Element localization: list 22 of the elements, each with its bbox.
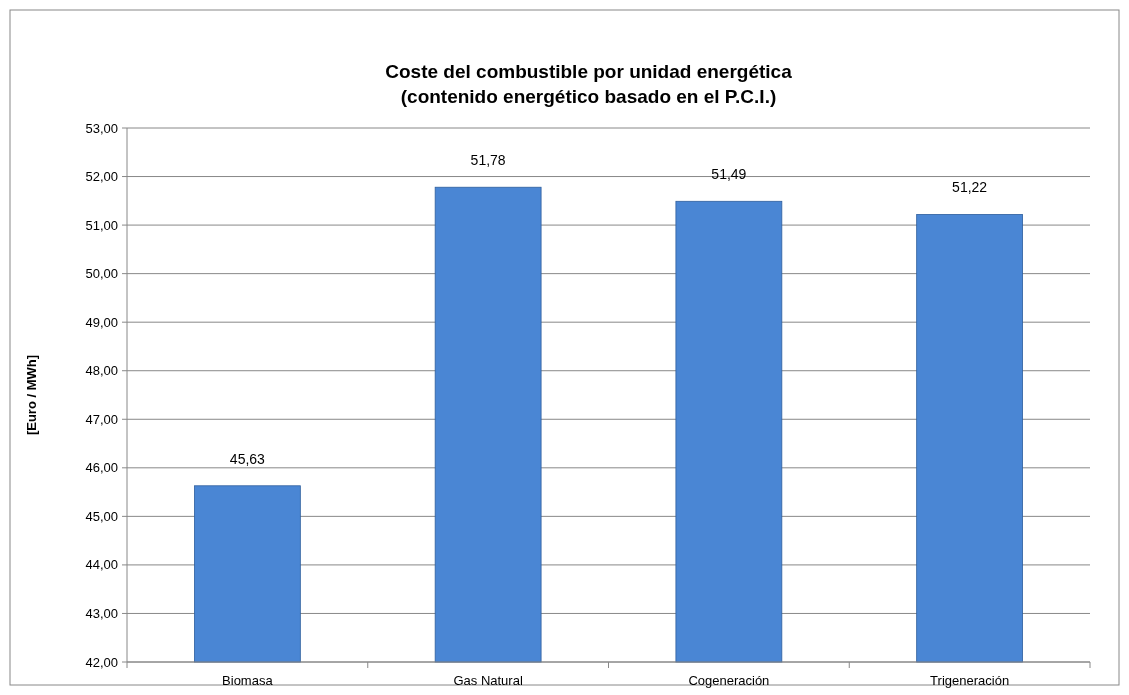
data-label: 51,49 — [711, 166, 747, 183]
data-label: 51,78 — [470, 152, 506, 169]
x-tick-label: Cogeneración — [688, 673, 770, 688]
y-tick-label: 43,00 — [85, 606, 118, 621]
y-tick-label: 42,00 — [85, 654, 118, 670]
y-tick-label: 52,00 — [85, 169, 118, 185]
y-axis-title: [Euro / MWh] — [24, 354, 39, 436]
data-label: 51,22 — [952, 179, 988, 196]
y-tick-label: 45,00 — [85, 508, 118, 524]
y-tick-label: 47,00 — [85, 411, 118, 427]
y-tick-label: 49,00 — [85, 314, 118, 330]
y-tick-label: 48,00 — [85, 363, 118, 379]
data-label: 45,63 — [229, 450, 266, 467]
y-tick-label: 53,00 — [85, 120, 118, 136]
y-tick-label: 44,00 — [85, 557, 118, 573]
x-tick-label: Biomasa — [222, 673, 274, 688]
x-tick-label: Gas Natural — [453, 673, 523, 688]
y-tick-label: 51,00 — [85, 217, 118, 233]
y-tick-label: 50,00 — [85, 266, 118, 282]
x-tick-label: Trigeneración — [930, 673, 1010, 688]
chart-title: Coste del combustible por unidad energética (contenido energético basado en el P.C.I.) — [385, 61, 793, 107]
y-tick-label: 46,00 — [85, 460, 118, 476]
